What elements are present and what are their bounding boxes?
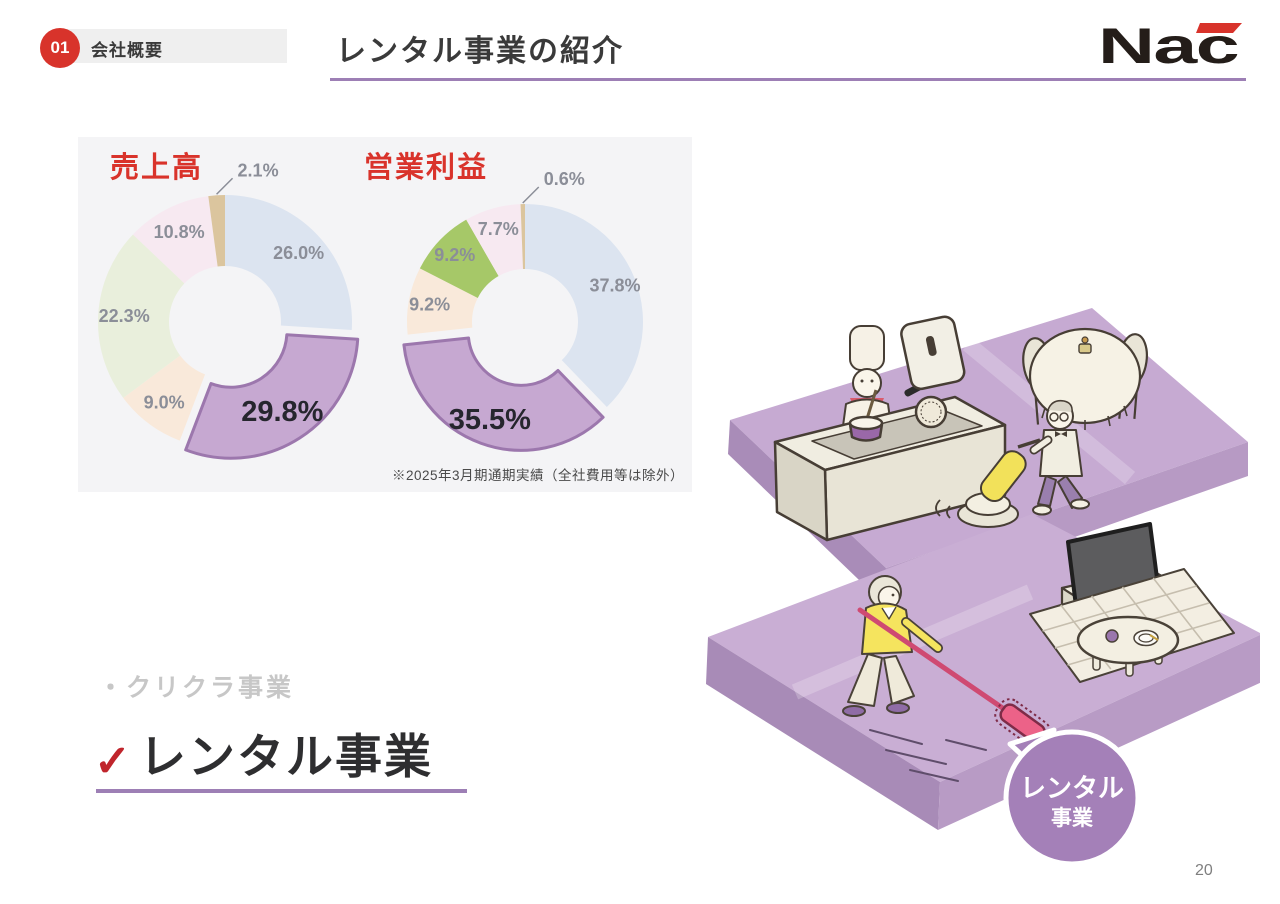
slice-label: 37.8% — [589, 276, 640, 296]
business-item-rental: レンタル事業 — [139, 730, 433, 783]
lower-floor-slab — [706, 514, 1260, 830]
mopping-figure — [842, 575, 1051, 782]
rental-bubble: レンタル 事業 — [1003, 727, 1141, 867]
donut-slice — [98, 234, 185, 398]
chart-footnote: ※2025年3月期通期実績（全社費用等は除外） — [391, 468, 684, 483]
check-icon: ✓ — [94, 737, 131, 786]
slice-label: 9.2% — [409, 294, 450, 314]
section-label: 会社概要 — [91, 41, 163, 60]
cup-icon — [1105, 629, 1119, 643]
chart-panel: 売上高 営業利益 26.0% 29.8% 9.0% 22.3% 10.8% 2.1% 37.… — [78, 137, 692, 492]
slice-label: 22.3% — [99, 306, 150, 326]
slice-label: 29.8% — [241, 396, 323, 428]
plate-icon — [1133, 629, 1159, 647]
donut-charts: 26.0% 29.8% 9.0% 22.3% 10.8% 2.1% 37.8% 35.5% 9.… — [98, 160, 643, 460]
logo-red-accent — [1196, 23, 1242, 33]
slice-label: 9.2% — [434, 245, 475, 265]
nac-logo: Nac — [1098, 18, 1242, 74]
rug-and-table — [1029, 568, 1235, 683]
donut-slice — [208, 195, 225, 267]
donut-slice — [466, 204, 524, 277]
cupcake-icon — [1078, 343, 1092, 354]
bubble-label-line2: 事業 — [1051, 806, 1094, 830]
donut-operating-profit: 37.8%35.5%9.2%9.2%7.7%0.6% — [402, 169, 643, 452]
chart-title-sales: 売上高 — [110, 152, 204, 184]
donut-slice — [419, 219, 499, 298]
floor-polisher-figure — [935, 399, 1090, 528]
page-title: レンタル事業の紹介 — [336, 35, 624, 68]
rental-business-illustration: レンタル 事業 — [706, 308, 1260, 867]
slice-label: 0.6% — [544, 169, 585, 189]
slice-label: 9.0% — [144, 393, 185, 413]
page-number: 20 — [1195, 862, 1213, 879]
mop-handle-icon — [857, 607, 1023, 723]
slice-label: 35.5% — [449, 404, 531, 436]
callout-line — [216, 177, 234, 195]
chart-title-operating-profit: 営業利益 — [364, 152, 489, 184]
air-purifier — [900, 315, 966, 391]
business-item-clicra: ・クリクラ事業 — [98, 674, 295, 702]
section-bar: 会社概要 — [53, 29, 287, 63]
chef-hat-icon — [849, 325, 885, 371]
pot-icon — [848, 415, 884, 442]
bubble-label-line1: レンタル — [1020, 773, 1124, 803]
donut-slice — [520, 204, 525, 270]
callout-line — [522, 186, 540, 204]
donut-sales: 26.0% 29.8% 9.0% 22.3% 10.8% 2.1% — [98, 160, 360, 460]
donut-slice — [225, 195, 352, 330]
low-table-icon — [1076, 615, 1180, 665]
slice-label: 26.0% — [273, 243, 324, 263]
donut-slice — [402, 336, 605, 452]
rice-cooker-icon — [914, 395, 948, 429]
donut-slice — [525, 204, 643, 407]
slice-label: 7.7% — [478, 219, 519, 239]
slice-label: 2.1% — [238, 160, 279, 180]
donut-slice — [407, 268, 478, 335]
business-item-underline — [96, 789, 467, 793]
title-underline — [330, 78, 1246, 81]
kitchen-counter — [773, 378, 1007, 542]
section-number-badge: 01 — [40, 28, 80, 68]
polisher-body-icon — [979, 450, 1027, 503]
donut-slice — [123, 355, 206, 441]
donut-slice — [132, 196, 218, 284]
slice-label: 10.8% — [154, 222, 205, 242]
donut-slice — [184, 333, 360, 460]
